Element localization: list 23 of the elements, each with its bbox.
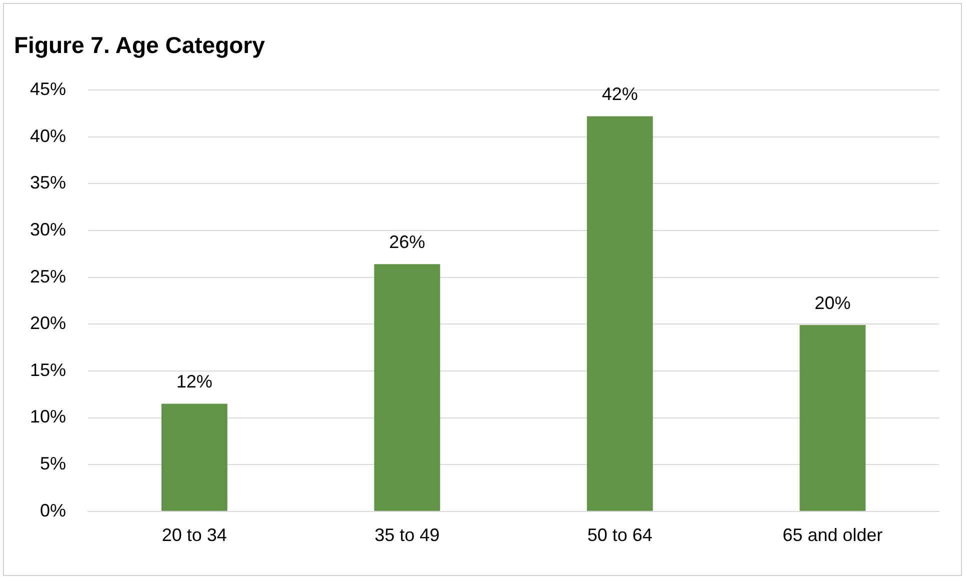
data-label: 26% [389,232,426,252]
bar [800,325,866,511]
bar [374,264,440,511]
y-tick-label: 10% [30,406,66,427]
y-tick-label: 5% [40,454,66,474]
x-tick-label: 20 to 34 [162,525,227,546]
bar [161,404,228,511]
y-tick-label: 20% [30,313,66,334]
y-tick-label: 25% [30,266,66,286]
chart-title: Figure 7. Age Category [14,32,265,59]
bar [586,116,653,511]
data-label: 42% [602,84,638,104]
x-tick-label: 65 and older [782,525,883,546]
y-tick-label: 0% [40,500,66,520]
x-tick-label: 35 to 49 [374,525,440,546]
data-label: 20% [814,293,851,314]
y-tick-label: 30% [30,219,66,240]
y-tick-label: 35% [30,172,66,193]
y-tick-label: 15% [30,360,66,380]
y-tick-label: 45% [30,78,66,99]
y-tick-label: 40% [30,126,66,146]
data-label: 12% [176,372,212,392]
x-tick-label: 50 to 64 [587,525,652,546]
